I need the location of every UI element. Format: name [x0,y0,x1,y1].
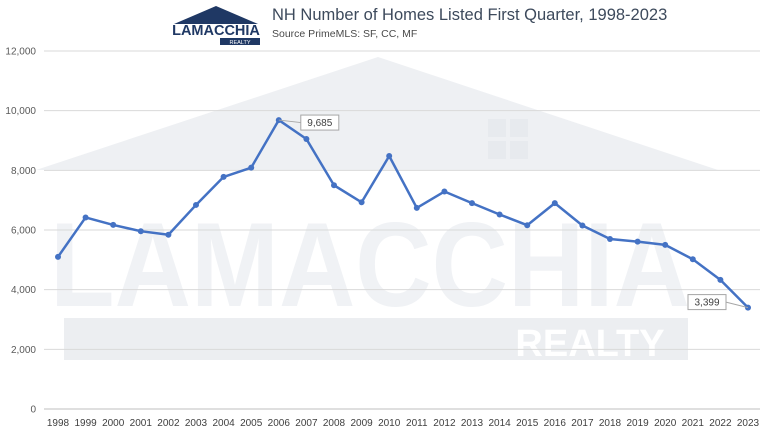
x-axis: 1998 1999 2000 2001 2002 2003 2004 2005 2006 2007… [47,418,760,429]
data-point [110,221,117,228]
callout-leader [278,119,301,124]
data-label: 9,685 [307,118,332,129]
x-tick-label: 2013 [461,418,484,429]
data-point [303,136,310,143]
data-callout: 3,399 [687,294,749,311]
y-tick-label: 0 [30,405,36,416]
data-point [331,182,337,189]
y-axis: 0 2,000 4,000 6,000 8,000 10,000 12,000 [5,47,36,416]
x-tick-label: 2003 [185,418,208,429]
data-point [634,238,641,245]
data-point [386,153,393,160]
x-tick-label: 2021 [682,418,705,429]
x-tick-label: 2009 [350,418,373,429]
x-tick-label: 2001 [130,418,153,429]
svg-text:LAMACCHIA: LAMACCHIA [172,23,260,39]
x-tick-label: 2022 [709,418,732,429]
data-point [165,231,172,238]
data-point [82,214,89,221]
x-tick-label: 2014 [488,418,511,429]
x-tick-label: 2004 [212,418,235,429]
chart-title: NH Number of Homes Listed First Quarter,… [272,6,668,24]
x-tick-label: 2017 [571,418,594,429]
data-point [496,211,503,218]
data-point [413,204,420,211]
callout-box [687,294,727,311]
svg-text:LAMACCHIA: LAMACCHIA [50,198,690,332]
x-tick-label: 2006 [268,418,291,429]
data-point [248,164,255,171]
data-callout: 9,685 [278,114,340,131]
y-tick-label: 4,000 [11,285,36,296]
y-tick-label: 8,000 [11,166,36,177]
x-tick-label: 2005 [240,418,263,429]
chart-source: Source PrimeMLS: SF, CC, MF [272,28,418,40]
x-tick-label: 2000 [102,418,125,429]
svg-text:REALTY: REALTY [515,323,664,365]
data-point [358,199,365,206]
data-point [220,173,227,180]
x-tick-label: 2019 [626,418,649,429]
data-point [662,241,669,248]
series-line [56,118,749,309]
data-point [137,228,144,235]
data-point [55,253,61,260]
data-point [689,256,696,263]
x-tick-label: 2008 [323,418,346,429]
watermark: LAMACCHIA REALTY [36,57,718,365]
x-tick-label: 2012 [433,418,456,429]
svg-text:REALTY: REALTY [230,40,251,46]
data-callouts: 9,685 3,399 [278,114,749,311]
x-tick-label: 2023 [737,418,760,429]
y-tick-label: 10,000 [5,106,36,117]
x-tick-label: 2016 [544,418,567,429]
callout-box [300,114,340,131]
x-tick-label: 1999 [74,418,97,429]
data-point [524,222,531,229]
data-point [551,200,558,207]
data-label: 3,399 [694,298,719,309]
x-tick-label: 1998 [47,418,70,429]
y-tick-label: 12,000 [5,47,36,58]
x-tick-label: 2015 [516,418,539,429]
x-tick-label: 2007 [295,418,318,429]
data-point [469,200,475,207]
data-point [717,276,724,283]
x-tick-label: 2020 [654,418,677,429]
callout-leader [725,301,749,309]
x-tick-label: 2011 [406,418,428,429]
series-homes-listed [55,117,751,311]
x-tick-label: 2010 [378,418,401,429]
data-point [579,222,586,229]
x-tick-label: 2002 [157,418,180,429]
lamacchia-logo: LAMACCHIA REALTY [172,6,260,46]
data-point [193,201,199,208]
y-tick-label: 2,000 [11,345,36,356]
x-tick-label: 2018 [599,418,622,429]
y-tick-label: 6,000 [11,226,36,237]
data-point [441,188,448,195]
gridlines [44,50,760,410]
data-point [607,235,613,242]
